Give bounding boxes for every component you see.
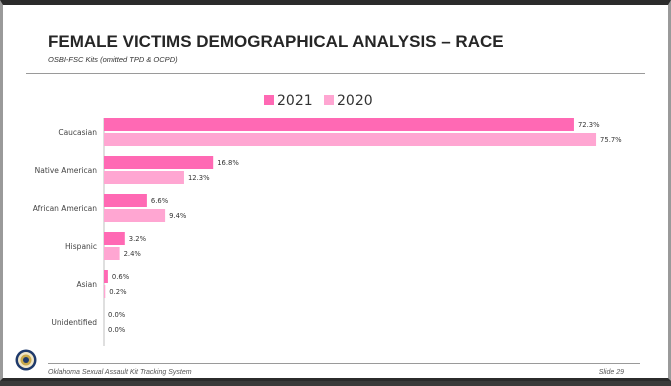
category-label-native-american: Native American <box>35 166 98 175</box>
legend-label-2021: 2021 <box>277 93 313 109</box>
legend-swatch-2020 <box>324 95 334 105</box>
category-label-asian: Asian <box>77 280 98 289</box>
footer-organization: Oklahoma Sexual Assault Kit Tracking Sys… <box>48 369 192 376</box>
slide-number: Slide 29 <box>598 369 624 376</box>
data-label-2021-caucasian: 72.3% <box>578 121 600 129</box>
bar-2021-caucasian <box>104 118 574 131</box>
bar-2020-native-american <box>104 171 184 184</box>
data-label-2021-unidentified: 0.0% <box>108 311 126 319</box>
bar-2021-asian <box>104 270 108 283</box>
data-label-2020-hispanic: 2.4% <box>124 250 142 258</box>
category-label-african-american: African American <box>33 204 97 213</box>
bar-2020-caucasian <box>104 133 597 146</box>
slide-title: FEMALE VICTIMS DEMOGRAPHICAL ANALYSIS – … <box>48 32 504 51</box>
data-label-2020-caucasian: 75.7% <box>600 136 622 144</box>
title-divider <box>26 73 645 74</box>
bar-2021-african-american <box>104 194 147 207</box>
data-label-2021-african-american: 6.6% <box>151 197 169 205</box>
bar-2020-asian <box>104 285 106 298</box>
category-label-caucasian: Caucasian <box>58 128 97 137</box>
data-label-2021-hispanic: 3.2% <box>129 235 147 243</box>
state-seal-icon <box>15 349 37 371</box>
slide-subtitle: OSBI-FSC Kits (omitted TPD & OCPD) <box>48 55 178 64</box>
legend-swatch-2021 <box>264 95 274 105</box>
data-label-2020-native-american: 12.3% <box>188 174 210 182</box>
legend-label-2020: 2020 <box>337 93 373 109</box>
data-label-2020-asian: 0.2% <box>109 288 127 296</box>
bar-2021-hispanic <box>104 232 125 245</box>
bar-2020-hispanic <box>104 247 120 260</box>
bar-2020-african-american <box>104 209 166 222</box>
footer-divider <box>48 363 640 364</box>
category-label-unidentified: Unidentified <box>51 318 97 327</box>
data-label-2020-unidentified: 0.0% <box>108 326 126 334</box>
bar-chart: 2021 2020 Caucasian 72.3%75.7% Native Americ… <box>33 93 622 346</box>
data-label-2021-asian: 0.6% <box>112 273 130 281</box>
bar-2021-native-american <box>104 156 214 169</box>
data-label-2020-african-american: 9.4% <box>169 212 187 220</box>
category-label-hispanic: Hispanic <box>65 242 97 251</box>
data-label-2021-native-american: 16.8% <box>217 159 239 167</box>
